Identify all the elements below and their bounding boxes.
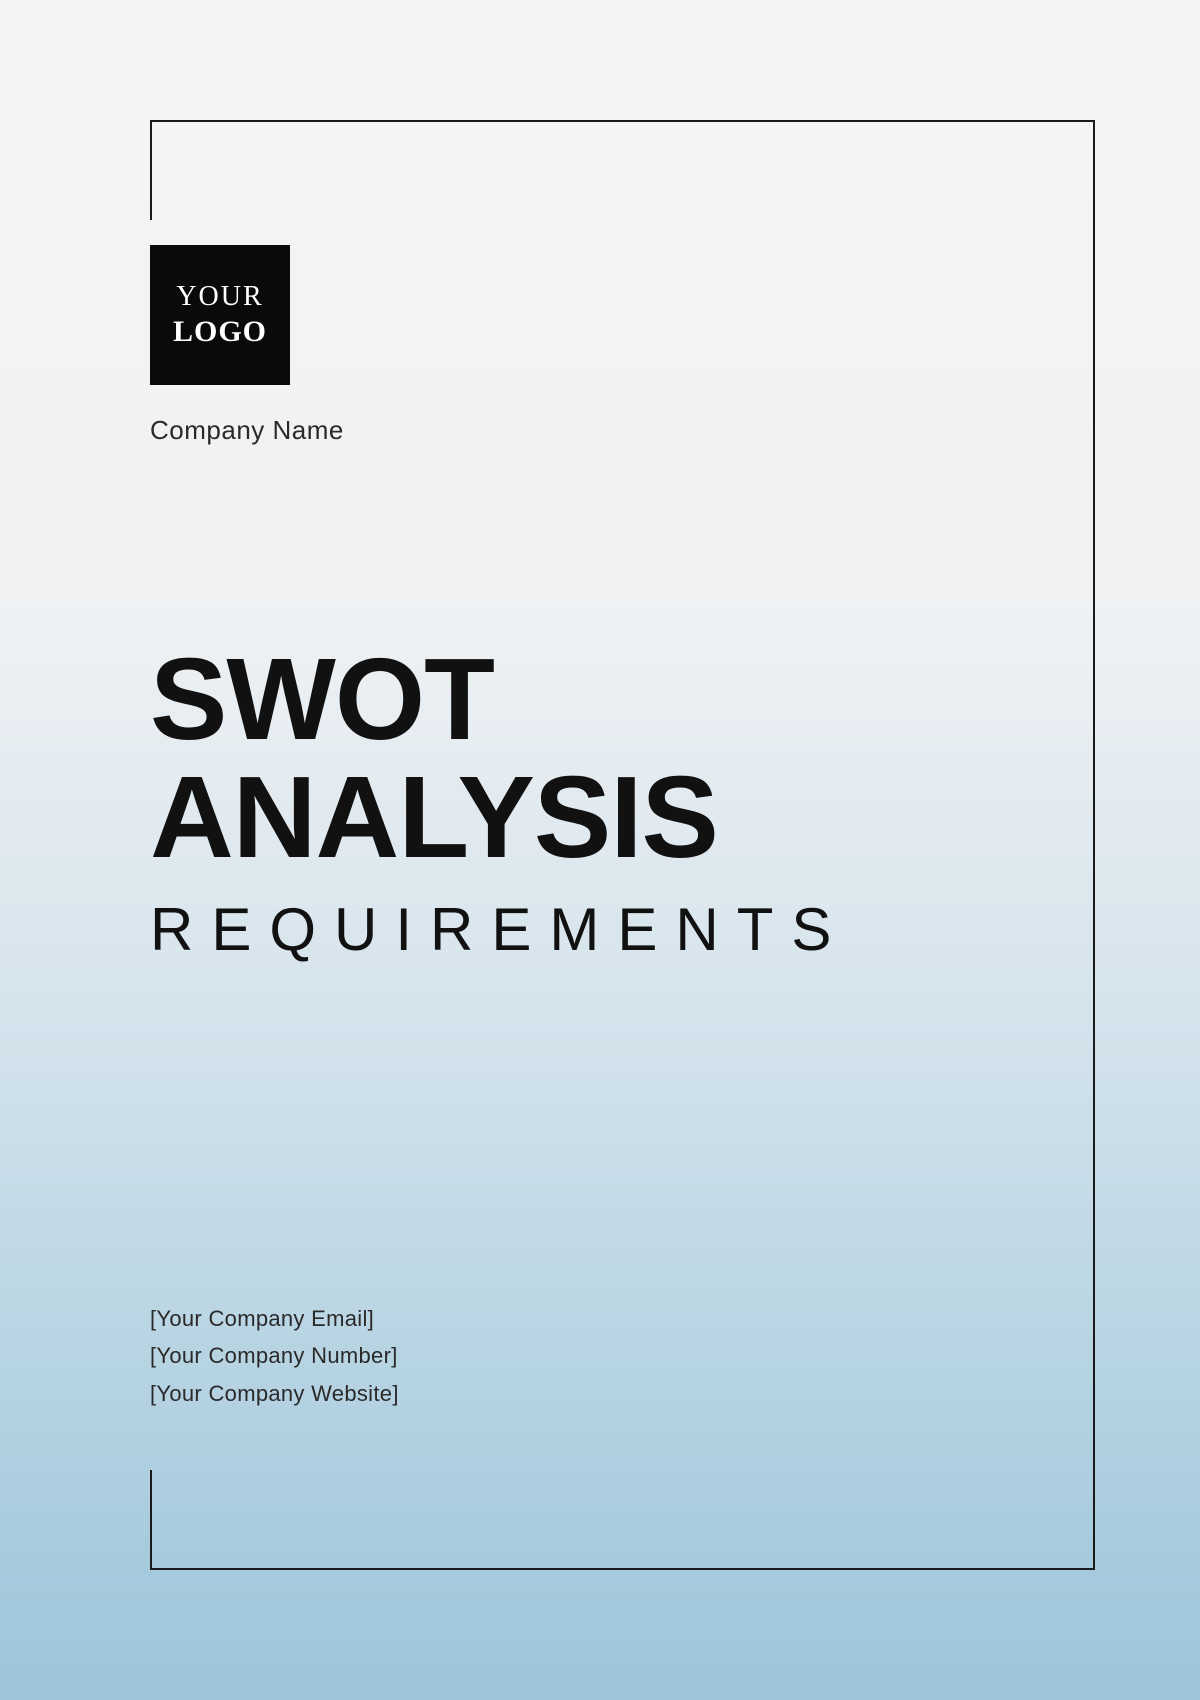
corner-accent-top-v — [150, 120, 152, 220]
logo-placeholder: YOUR LOGO — [150, 245, 290, 385]
corner-accent-bottom-h — [150, 1568, 210, 1570]
cover-page: YOUR LOGO Company Name SWOT ANALYSIS REQ… — [0, 0, 1200, 1700]
title-block: SWOT ANALYSIS REQUIREMENTS — [150, 640, 849, 964]
corner-accent-top-h — [150, 120, 210, 122]
company-name-label: Company Name — [150, 415, 344, 446]
contact-info-block: [Your Company Email] [Your Company Numbe… — [150, 1300, 399, 1412]
title-line2: ANALYSIS — [150, 758, 849, 876]
title-subtitle: REQUIREMENTS — [150, 895, 849, 964]
title-line1: SWOT — [150, 640, 849, 758]
corner-accent-bottom-v — [150, 1470, 152, 1570]
contact-website: [Your Company Website] — [150, 1375, 399, 1412]
contact-number: [Your Company Number] — [150, 1337, 399, 1374]
contact-email: [Your Company Email] — [150, 1300, 399, 1337]
logo-text-line2: LOGO — [173, 315, 267, 349]
logo-text-line1: YOUR — [176, 281, 263, 313]
